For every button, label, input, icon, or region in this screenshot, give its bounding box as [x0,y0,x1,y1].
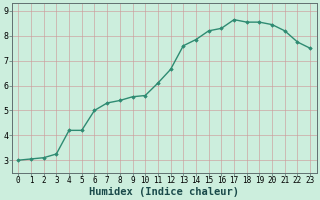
X-axis label: Humidex (Indice chaleur): Humidex (Indice chaleur) [89,186,239,197]
